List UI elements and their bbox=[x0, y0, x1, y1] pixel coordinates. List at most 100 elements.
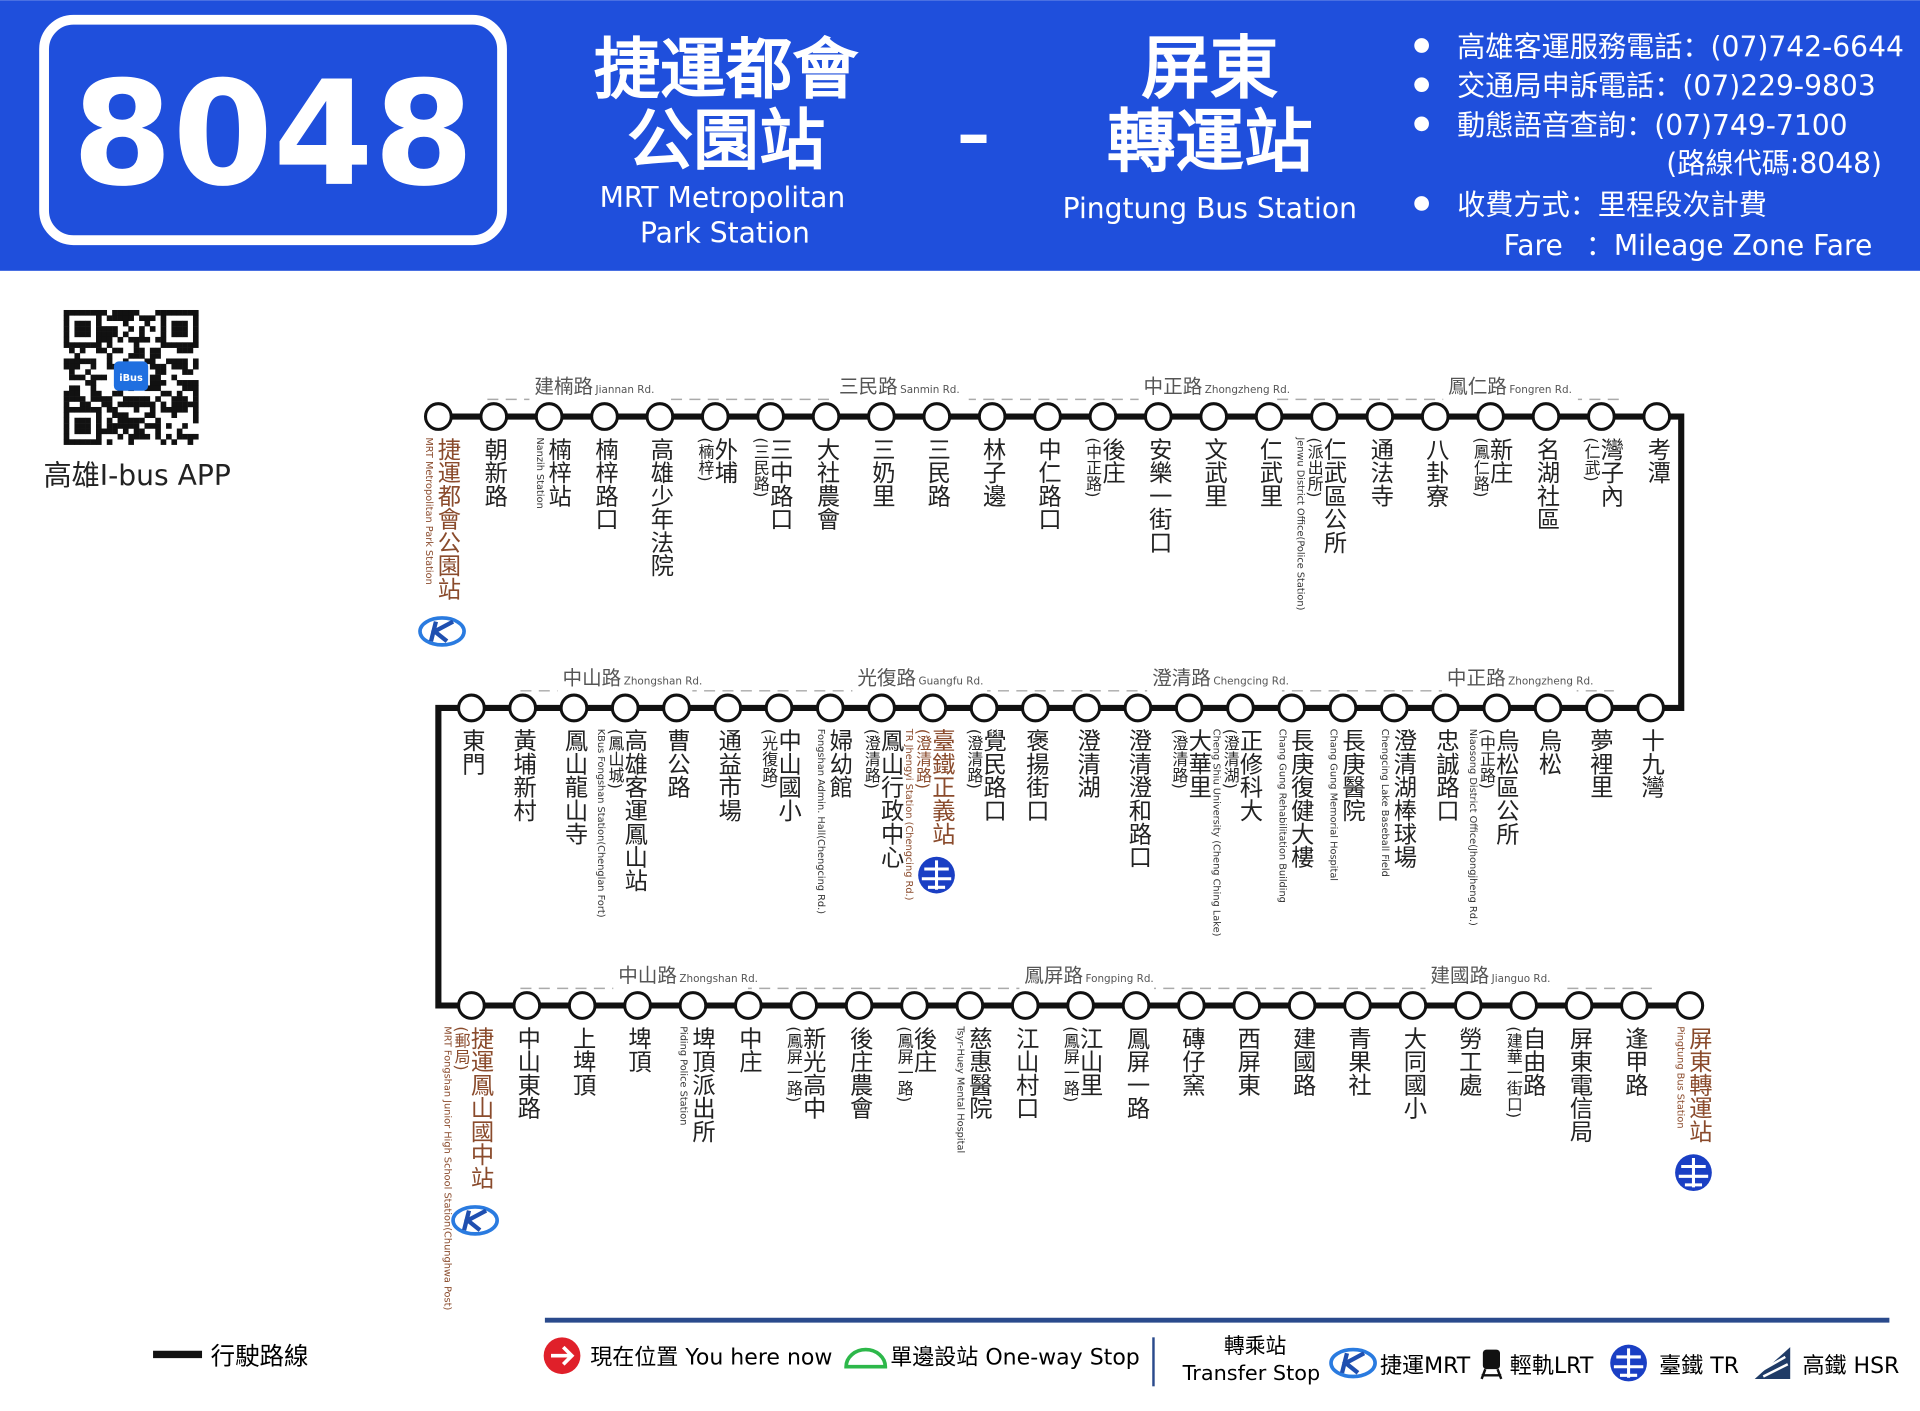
qr-cell bbox=[122, 401, 129, 408]
qr-cell bbox=[106, 358, 113, 365]
stop-name: 通益市場 bbox=[714, 729, 742, 822]
qr-cell bbox=[192, 331, 199, 338]
qr-cell bbox=[133, 336, 140, 343]
qr-cell bbox=[182, 309, 188, 316]
stop-name: 鳳山龍山寺 bbox=[560, 729, 588, 845]
qr-cell bbox=[192, 406, 199, 413]
qr-cell bbox=[155, 428, 161, 435]
qr-cell bbox=[96, 326, 102, 332]
stop-name: 仁武里 bbox=[1256, 437, 1284, 507]
qr-cell bbox=[96, 309, 102, 316]
qr-cell bbox=[166, 433, 172, 440]
qr-cell bbox=[155, 363, 161, 370]
stop-marker bbox=[1287, 991, 1317, 1020]
stop-marker bbox=[1254, 402, 1284, 431]
qr-cell bbox=[171, 412, 178, 418]
qr-cell bbox=[117, 401, 124, 408]
qr-cell bbox=[63, 390, 70, 397]
qr-cell bbox=[160, 336, 167, 343]
stop-name: 林子邊 bbox=[979, 437, 1007, 507]
qr-cell bbox=[69, 374, 75, 381]
qr-cell bbox=[63, 320, 70, 327]
mrt-icon-mark bbox=[1339, 1351, 1366, 1375]
qr-cell bbox=[69, 439, 75, 445]
qr-cell bbox=[122, 423, 129, 429]
qr-cell bbox=[133, 401, 140, 408]
qr-cell bbox=[182, 363, 188, 370]
qr-cell bbox=[133, 417, 140, 424]
qr-cell bbox=[69, 396, 75, 402]
qr-cell bbox=[160, 320, 167, 327]
stop-marker bbox=[733, 991, 763, 1020]
qr-cell bbox=[192, 363, 199, 370]
stop-name: 逢甲路 bbox=[1621, 1026, 1649, 1096]
qr-cell bbox=[166, 309, 172, 316]
stop-name: 八卦寮 bbox=[1422, 437, 1450, 507]
qr-cell bbox=[63, 336, 70, 343]
qr-cell bbox=[122, 309, 129, 316]
qr-cell bbox=[144, 412, 151, 418]
qr-cell bbox=[69, 342, 75, 348]
qr-cell bbox=[182, 406, 188, 413]
stop-name: 西屏東 bbox=[1233, 1026, 1261, 1096]
qr-cell bbox=[122, 396, 129, 402]
qr-cell bbox=[63, 342, 70, 348]
route-code: (路線代碼:8048) bbox=[1666, 147, 1882, 180]
qr-cell bbox=[187, 433, 194, 440]
stop-name: 烏松區公所 bbox=[1492, 729, 1520, 846]
qr-cell bbox=[133, 342, 140, 348]
stop-marker bbox=[1232, 991, 1262, 1020]
stop-marker bbox=[764, 693, 794, 723]
qr-cell bbox=[149, 401, 156, 408]
qr-cell bbox=[149, 326, 156, 332]
qr-cell bbox=[149, 406, 156, 413]
qr-cell bbox=[112, 428, 118, 435]
qr-cell bbox=[63, 396, 70, 402]
stop-name: 婦幼館 bbox=[825, 729, 853, 799]
stop-marker bbox=[1398, 991, 1428, 1020]
qr-cell bbox=[149, 412, 156, 418]
qr-cell bbox=[106, 342, 113, 348]
tr-icon-mark bbox=[1678, 1157, 1709, 1188]
qr-cell bbox=[192, 380, 199, 386]
qr-cell bbox=[182, 347, 188, 354]
qr-cell bbox=[90, 439, 97, 445]
tr-icon-mark bbox=[921, 860, 952, 890]
stop-en: Niaosong District Office(Jhongjheng Rd.) bbox=[1467, 729, 1478, 926]
stop-marker bbox=[1509, 991, 1539, 1020]
stop-marker bbox=[900, 991, 929, 1020]
qr-cell bbox=[106, 315, 113, 322]
qr-cell bbox=[96, 320, 102, 327]
qr-cell bbox=[187, 347, 194, 354]
stop-name: 高雄客運鳳山站 bbox=[620, 729, 648, 892]
qr-cell bbox=[85, 423, 91, 429]
qr-cell bbox=[139, 331, 145, 338]
info-line: 交通局申訴電話：(07)229-9803 bbox=[1457, 70, 1876, 103]
qr-cell bbox=[176, 380, 183, 386]
qr-cell bbox=[122, 417, 129, 424]
qr-cell bbox=[176, 342, 183, 348]
stop-name: 屏東電信局 bbox=[1566, 1026, 1594, 1143]
qr-cell bbox=[139, 353, 145, 359]
qr-cell bbox=[74, 417, 81, 424]
stop-note: (建華一街口) bbox=[1504, 1026, 1523, 1118]
road-name: 三民路 bbox=[839, 375, 898, 398]
stop-marker bbox=[1453, 991, 1483, 1020]
qr-cell bbox=[96, 412, 102, 418]
stop-name: 三中路口 bbox=[766, 437, 794, 530]
qr-cell bbox=[182, 326, 188, 332]
stop-en: KBus Fongshan Station(Chenglan Fort) bbox=[595, 729, 606, 918]
lrt-icon bbox=[1482, 1349, 1500, 1370]
qr-cell bbox=[79, 374, 86, 381]
qr-cell bbox=[112, 331, 118, 338]
stop-en: Cheng Shiu University (Cheng Ching Lake) bbox=[1210, 729, 1221, 937]
qr-cell bbox=[144, 358, 151, 365]
stop-name: 自由路 bbox=[1519, 1026, 1547, 1096]
road-en: Fongping Rd. bbox=[1086, 973, 1154, 985]
stop-marker bbox=[479, 402, 509, 431]
stop-marker bbox=[844, 991, 874, 1020]
qr-cell bbox=[192, 412, 199, 418]
qr-cell bbox=[74, 342, 81, 348]
qr-cell bbox=[149, 353, 156, 359]
qr-cell bbox=[63, 412, 70, 418]
